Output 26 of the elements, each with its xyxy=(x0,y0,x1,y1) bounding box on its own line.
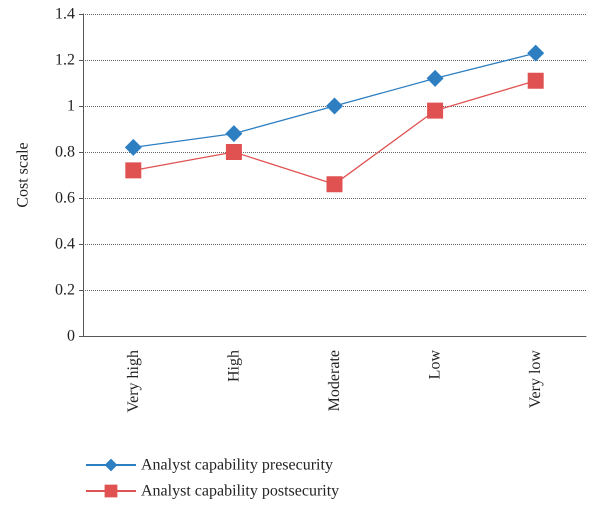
legend-label: Analyst capability postsecurity xyxy=(141,482,340,500)
x-tick-label: Low xyxy=(426,350,444,380)
point xyxy=(124,138,142,156)
y-tick-label: 0.8 xyxy=(55,144,75,160)
point xyxy=(527,44,544,62)
y-tick-label: 1 xyxy=(67,98,75,114)
y-tick-label: 0.2 xyxy=(55,282,75,298)
point xyxy=(125,162,142,178)
y-tick-label: 0 xyxy=(67,328,75,344)
point xyxy=(528,72,544,89)
point xyxy=(225,125,242,142)
point xyxy=(226,144,242,160)
y-tick-label: 1.2 xyxy=(55,52,75,68)
x-tick-label: Very low xyxy=(527,350,544,408)
point xyxy=(326,176,342,192)
point xyxy=(326,98,343,114)
y-tick-label: 0.6 xyxy=(55,190,75,206)
y-tick-label: 0.4 xyxy=(55,236,75,252)
y-tick-label: 1.4 xyxy=(55,6,75,22)
legend-label: Analyst capability presecurity xyxy=(141,456,333,474)
x-tick-label: High xyxy=(225,350,242,382)
point xyxy=(426,70,444,87)
y-axis-title: Cost scale xyxy=(14,142,32,208)
x-tick-label: Moderate xyxy=(326,350,343,412)
x-tick-label: Very high xyxy=(124,350,142,413)
point xyxy=(427,102,444,119)
